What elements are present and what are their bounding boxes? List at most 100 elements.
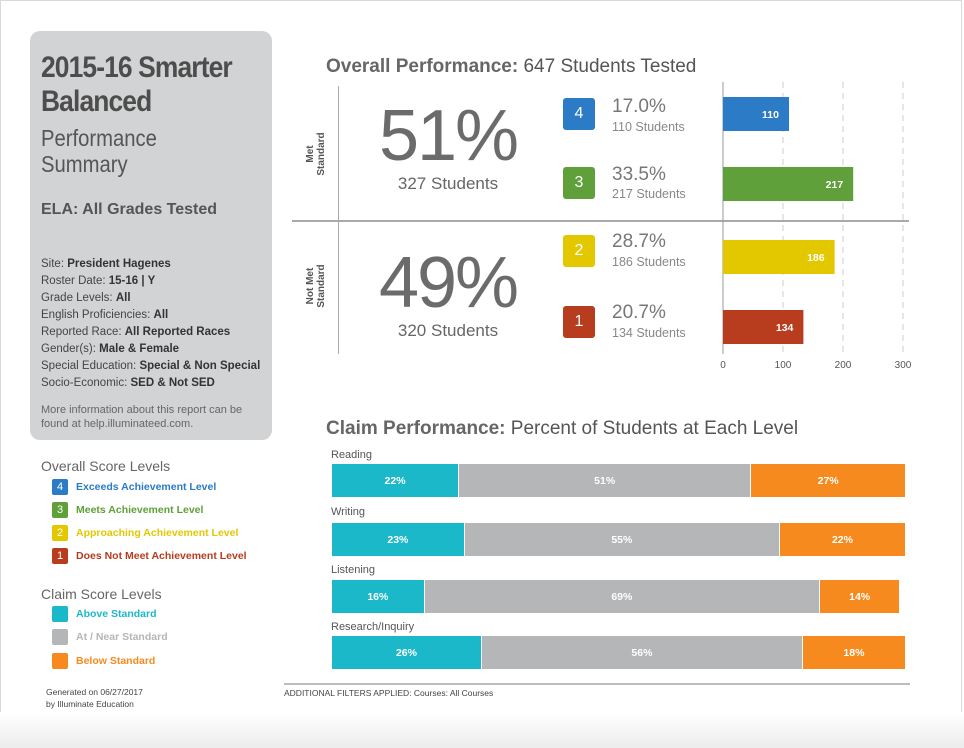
met-label-line1: Met <box>305 145 316 163</box>
legend-item-level-1: 1 Does Not Meet Achievement Level <box>52 548 247 564</box>
claim-bar-row: 26% 56% 18% <box>332 636 905 669</box>
claim-segment: 56% <box>480 636 802 669</box>
filter-value: All <box>153 309 169 321</box>
filter-label: Socio-Economic: <box>41 377 128 389</box>
x-tick-label: 0 <box>720 360 726 371</box>
claim-segment: 26% <box>332 636 481 669</box>
filter-value: SED & Not SED <box>130 377 215 389</box>
notmet-label-line1: Not Met <box>305 267 316 305</box>
filter-label: Special Education: <box>41 360 137 372</box>
claim-legend-title: Claim Score Levels <box>41 586 162 602</box>
met-label-line2: Standard <box>316 132 327 176</box>
legend-label: Exceeds Achievement Level <box>76 481 217 493</box>
level-4-badge: 4 <box>563 98 595 130</box>
filter-item: Roster Date: 15-16 | Y <box>41 273 269 290</box>
filter-label: Grade Levels: <box>41 292 113 304</box>
filter-label: Reported Race: <box>41 326 122 338</box>
level-swatch: 3 <box>52 502 68 518</box>
claim-segment: 69% <box>423 580 820 613</box>
legend-label: Above Standard <box>76 608 157 620</box>
bottom-fade <box>0 712 964 748</box>
claim-segment: 22% <box>332 464 459 497</box>
level-1-percent: 20.7% <box>612 302 666 323</box>
claim-segment: 16% <box>332 580 424 613</box>
legend-item-level-3: 3 Meets Achievement Level <box>52 502 203 518</box>
level-1-badge: 1 <box>563 306 595 338</box>
filter-label: English Proficiencies: <box>41 309 151 321</box>
filter-value: President Hagenes <box>67 258 171 270</box>
overall-title: Overall Performance: 647 Students Tested <box>326 56 696 78</box>
below-swatch <box>52 653 68 669</box>
overall-title-bold: Overall Performance: <box>326 56 519 77</box>
subject-heading: ELA: All Grades Tested <box>41 201 218 218</box>
bar-value-label: 217 <box>826 179 844 191</box>
legend-item-level-2: 2 Approaching Achievement Level <box>52 525 238 541</box>
level-2-students: 186 Students <box>612 255 686 269</box>
bar-value-label: 186 <box>807 252 825 264</box>
claim-title: Claim Performance: Percent of Students a… <box>326 418 798 440</box>
legend-label: At / Near Standard <box>76 631 168 643</box>
claim-bar-row: 16% 69% 14% <box>332 580 905 613</box>
claim-label: Writing <box>331 506 366 518</box>
filter-value: 15-16 | Y <box>108 275 156 287</box>
summary-card: 2015-16 Smarter Balanced Performance Sum… <box>30 31 272 440</box>
claim-segment: 14% <box>819 580 900 613</box>
claim-segment: 18% <box>801 636 905 669</box>
claim-segment: 51% <box>458 464 751 497</box>
overall-legend-title: Overall Score Levels <box>41 458 171 474</box>
filter-value: All <box>115 292 131 304</box>
level-4-percent: 17.0% <box>612 96 666 117</box>
legend-label: Approaching Achievement Level <box>76 527 239 539</box>
claim-title-bold: Claim Performance: <box>326 418 506 439</box>
legend-label: Below Standard <box>76 655 156 667</box>
notmet-label-line2: Standard <box>316 264 327 308</box>
x-tick-label: 300 <box>895 360 912 371</box>
filter-label: Gender(s): <box>41 343 96 355</box>
legend-item-below: Below Standard <box>52 653 155 669</box>
bar-level-4 <box>723 97 789 131</box>
met-split-line <box>292 220 909 222</box>
generated-note: Generated on 06/27/2017 by Illuminate Ed… <box>46 686 143 710</box>
generated-by: by Illuminate Education <box>46 699 134 709</box>
legend-label: Does Not Meet Achievement Level <box>76 550 247 562</box>
filter-list: Site: President Hagenes Roster Date: 15-… <box>41 256 269 392</box>
x-tick-label: 200 <box>835 360 852 371</box>
x-tick-label: 100 <box>775 360 792 371</box>
not-met-standard-label: Not Met Standard <box>305 256 327 316</box>
filter-item: Gender(s): Male & Female <box>41 341 269 358</box>
bar-value-label: 110 <box>762 109 779 121</box>
level-2-percent: 28.7% <box>612 231 666 252</box>
more-info-text: More information about this report can b… <box>41 404 243 430</box>
bar-level-3 <box>723 167 854 201</box>
bar-value-label: 134 <box>776 322 794 334</box>
claim-label: Research/Inquiry <box>331 621 415 633</box>
filter-label: Site: <box>41 258 65 270</box>
overall-bar-chart: 0 100 200 300 110 217 186 134 <box>720 82 912 371</box>
additional-filters-value: Courses: All Courses <box>413 688 494 698</box>
claim-segment: 23% <box>332 523 464 556</box>
near-swatch <box>52 629 68 645</box>
met-standard-label: Met Standard <box>305 124 327 184</box>
bottom-rule <box>284 683 910 685</box>
claim-label: Reading <box>331 449 372 461</box>
level-swatch: 2 <box>52 525 68 541</box>
filter-item: English Proficiencies: All <box>41 307 269 324</box>
claim-segment: 22% <box>778 523 905 556</box>
filter-value: Special & Non Special <box>139 360 261 372</box>
claim-label: Listening <box>331 564 376 576</box>
level-3-badge: 3 <box>563 167 595 199</box>
level-2-badge: 2 <box>563 235 595 267</box>
claim-bar-row: 23% 55% 22% <box>332 523 905 556</box>
filter-item: Special Education: Special & Non Special <box>41 358 269 375</box>
filter-value: Male & Female <box>99 343 180 355</box>
legend-item-near: At / Near Standard <box>52 629 168 645</box>
filter-item: Grade Levels: All <box>41 290 269 307</box>
report-subtitle: Performance Summary <box>41 125 157 177</box>
filter-value: All Reported Races <box>124 326 231 338</box>
met-percent: 51% <box>378 96 519 176</box>
level-1-students: 134 Students <box>612 326 686 340</box>
legend-label: Meets Achievement Level <box>76 504 204 516</box>
generated-date: Generated on 06/27/2017 <box>46 687 143 697</box>
filter-item: Socio-Economic: SED & Not SED <box>41 375 269 392</box>
overall-title-rest: 647 Students Tested <box>523 56 697 77</box>
